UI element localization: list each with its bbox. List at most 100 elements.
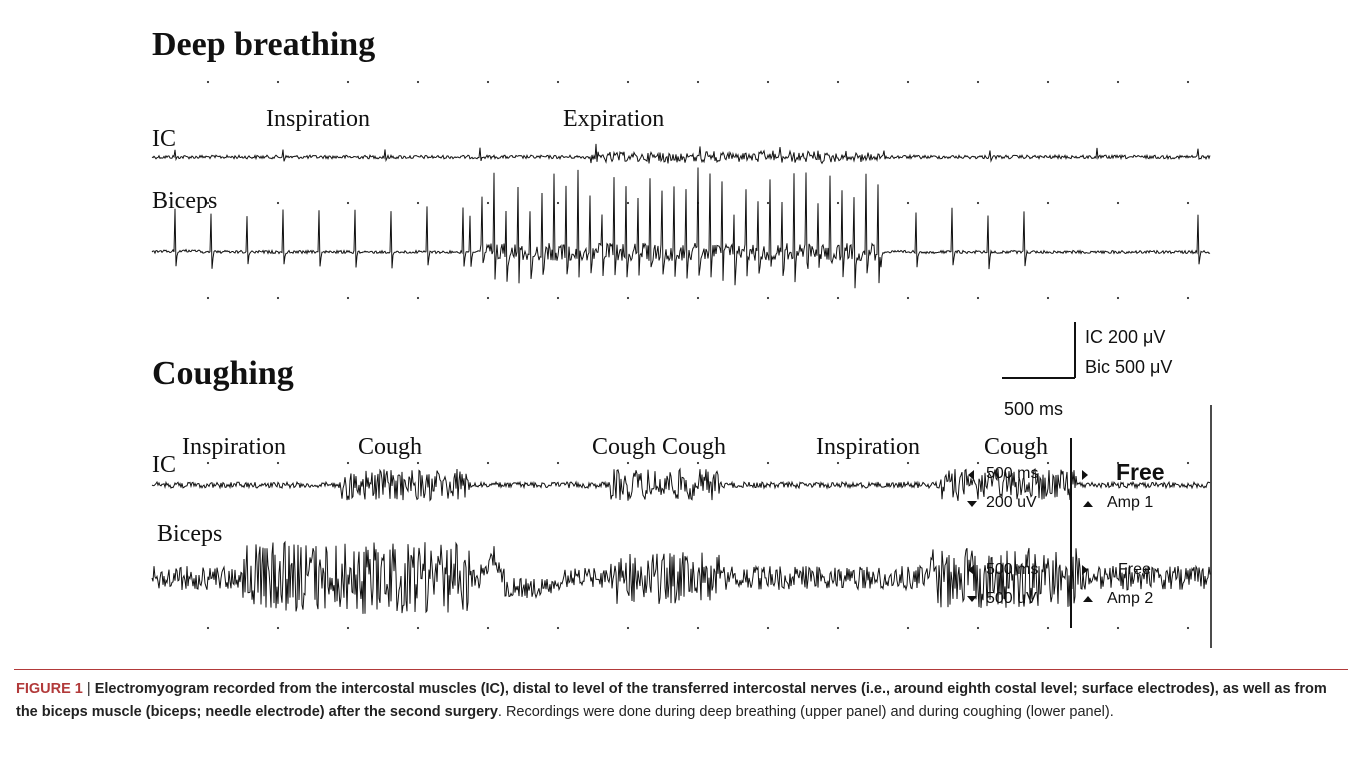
grid-dot [1046, 461, 1050, 465]
grid-dot [696, 296, 700, 300]
grid-dot [836, 461, 840, 465]
annotation-cough: Cough [358, 434, 423, 460]
grid-dot [276, 461, 280, 465]
grid-dot [836, 626, 840, 630]
grid-dot [1186, 461, 1190, 465]
grid-dot [1116, 201, 1120, 205]
grid-dot [766, 296, 770, 300]
grid-dot [1046, 296, 1050, 300]
grid-dot [206, 80, 210, 84]
overlay-free-1: Free [1116, 459, 1165, 485]
grid-dot [486, 80, 490, 84]
grid-dot [1116, 461, 1120, 465]
grid-dot [1116, 296, 1120, 300]
annotation-expiration: Expiration [563, 106, 665, 132]
grid-dot [836, 80, 840, 84]
grid-dot [906, 201, 910, 205]
panel-title-coughing: Coughing [152, 355, 294, 392]
scale-label-bic: Bic 500 μV [1085, 357, 1173, 377]
caption-figure-label: FIGURE 1 [16, 681, 83, 697]
grid-dot [1186, 80, 1190, 84]
grid-dot [276, 80, 280, 84]
grid-dot [836, 296, 840, 300]
grid-dot [416, 201, 420, 205]
trace-label-biceps: Biceps [157, 521, 223, 547]
overlay-time-2: 500 ms [986, 561, 1039, 578]
arrow-up-1-icon [1083, 501, 1093, 507]
trace-label-biceps: Biceps [152, 188, 218, 214]
grid-dot [346, 80, 350, 84]
trace-label-ic: IC [152, 126, 176, 152]
caption-text: . Recordings were done during deep breat… [497, 704, 1114, 720]
deep-breathing-biceps-trace [151, 167, 1211, 289]
deep-breathing-ic-trace [151, 143, 1211, 165]
grid-dot [626, 626, 630, 630]
grid-dot [766, 461, 770, 465]
grid-dot [1116, 80, 1120, 84]
grid-dot [556, 296, 560, 300]
grid-dot [346, 626, 350, 630]
annotation-inspiration: Inspiration [816, 434, 920, 460]
grid-dot [696, 80, 700, 84]
grid-dot [1186, 296, 1190, 300]
scale-label-ic: IC 200 μV [1085, 327, 1166, 347]
overlay-free-2: Free [1118, 561, 1151, 578]
overlay-channel-2: Amp 2 [1107, 590, 1154, 607]
annotation-cough: Cough [984, 434, 1049, 460]
overlay-amp-value-1: 200 uV [986, 494, 1037, 511]
grid-dot [416, 461, 420, 465]
annotation-inspiration: Inspiration [266, 106, 370, 132]
overlay-arrows [967, 470, 1093, 602]
grid-dot [1046, 626, 1050, 630]
grid-dot [626, 80, 630, 84]
annotation-inspiration: Inspiration [182, 434, 286, 460]
grid-dot [1186, 201, 1190, 205]
grid-dot [906, 80, 910, 84]
overlay-amp-value-2: 500 uV [986, 590, 1037, 607]
figure-caption: FIGURE 1 | Electromyogram recorded from … [16, 678, 1344, 724]
grid-dot [206, 201, 210, 205]
grid-dot [276, 201, 280, 205]
grid-dot [486, 461, 490, 465]
emg-figure [151, 80, 1212, 648]
grid-dot [276, 296, 280, 300]
scale-bar [1002, 322, 1076, 379]
grid-dot [906, 461, 910, 465]
arrow-left-1-icon [968, 470, 974, 480]
grid-dot [836, 201, 840, 205]
grid-dot [976, 80, 980, 84]
grid-dot [696, 626, 700, 630]
grid-dot [346, 201, 350, 205]
grid-dot [486, 296, 490, 300]
arrow-left-2-icon [968, 565, 974, 575]
scale-label-time: 500 ms [1004, 399, 1064, 419]
arrow-right-2-icon [1082, 565, 1088, 575]
coughing-ic-trace [151, 467, 1211, 502]
grid-dot [556, 201, 560, 205]
grid-dot [766, 626, 770, 630]
grid-dot [906, 626, 910, 630]
grid-dot [276, 626, 280, 630]
grid-dot [696, 461, 700, 465]
grid-dot [416, 296, 420, 300]
trace-label-ic: IC [152, 452, 176, 478]
grid-dot [486, 626, 490, 630]
arrow-down-1-icon [967, 501, 977, 507]
grid-dot [766, 201, 770, 205]
caption-separator: | [82, 681, 95, 697]
grid-dot [1046, 201, 1050, 205]
arrow-up-2-icon [1083, 596, 1093, 602]
grid-dot [1046, 80, 1050, 84]
overlay-time-1: 500 ms [986, 465, 1039, 482]
grid-dot [556, 461, 560, 465]
annotation-cough-cough: Cough Cough [592, 434, 727, 460]
grid-dot [906, 296, 910, 300]
caption-divider [14, 669, 1348, 670]
grid-dot [976, 296, 980, 300]
grid-dot [556, 80, 560, 84]
arrow-right-1-icon [1082, 470, 1088, 480]
grid-dot [1116, 626, 1120, 630]
grid-dot [626, 296, 630, 300]
grid-dot [626, 201, 630, 205]
panel-title-deep-breathing: Deep breathing [152, 26, 376, 63]
